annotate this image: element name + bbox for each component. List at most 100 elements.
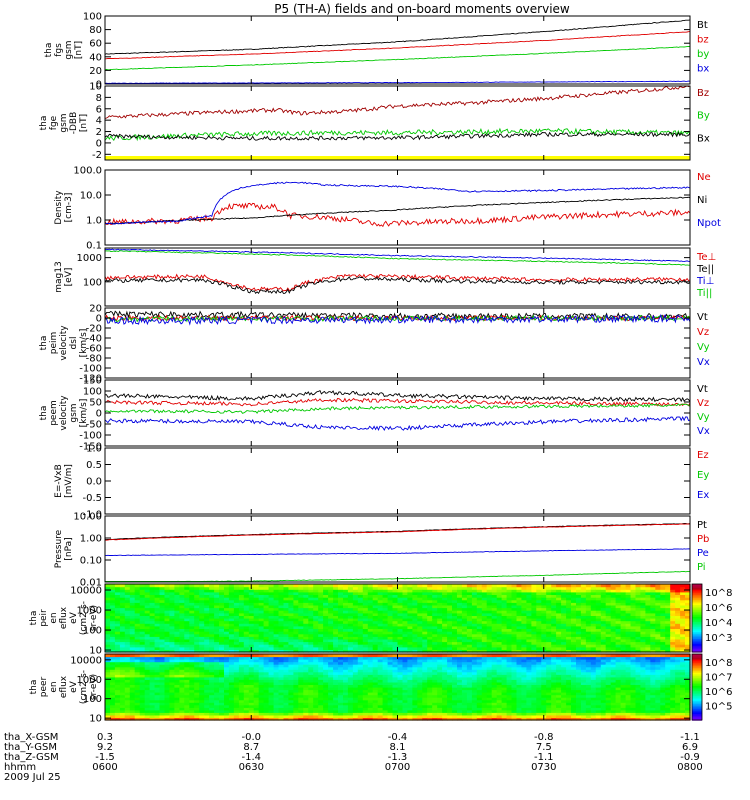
heatmap-cell — [635, 607, 642, 611]
y-tick-label: 1000 — [77, 606, 102, 617]
heatmap-cell — [546, 610, 552, 614]
heatmap-cell — [377, 602, 384, 606]
heatmap-cell — [124, 610, 131, 614]
heatmap-cell — [318, 669, 324, 673]
heatmap-cell — [486, 636, 493, 640]
heatmap-cell — [134, 717, 141, 721]
heatmap-cell — [278, 689, 285, 693]
heatmap-cell — [352, 618, 359, 622]
heatmap-cell — [481, 599, 488, 603]
heatmap-cell — [442, 599, 448, 603]
heatmap-cell — [571, 615, 577, 619]
heatmap-cell — [313, 707, 319, 711]
heatmap-cell — [184, 636, 190, 640]
heatmap-cell — [129, 602, 136, 606]
heatmap-cell — [447, 584, 453, 588]
heatmap-cell — [496, 607, 503, 611]
heatmap-cell — [541, 589, 547, 593]
heatmap-cell — [124, 599, 131, 603]
heatmap-cell — [571, 631, 577, 635]
heatmap-cell — [174, 684, 180, 688]
heatmap-cell — [347, 631, 354, 635]
heatmap-cell — [214, 676, 220, 680]
heatmap-cell — [129, 679, 136, 683]
heatmap-cell — [571, 644, 577, 648]
heatmap-cell — [511, 594, 518, 598]
heatmap-cell — [293, 681, 299, 685]
heatmap-cell — [204, 649, 210, 653]
heatmap-cell — [328, 654, 334, 658]
heatmap-cell — [635, 625, 642, 629]
y-axis-label: [mV/m] — [64, 464, 74, 498]
heatmap-cell — [174, 659, 180, 663]
heatmap-cell — [288, 712, 294, 716]
heatmap-cell — [134, 664, 141, 668]
heatmap-cell — [298, 654, 304, 658]
heatmap-cell — [164, 638, 171, 643]
heatmap-cell — [154, 679, 161, 683]
heatmap-cell — [536, 633, 542, 637]
heatmap-cell — [457, 610, 463, 614]
heatmap-cell — [238, 599, 245, 603]
heatmap-cell — [387, 681, 394, 685]
heatmap-cell — [204, 661, 210, 665]
heatmap-cell — [372, 687, 379, 691]
heatmap-cell — [288, 594, 294, 598]
heatmap-cell — [283, 628, 290, 632]
heatmap-cell — [119, 599, 126, 603]
heatmap-cell — [447, 612, 453, 616]
heatmap-cell — [134, 674, 141, 678]
heatmap-cell — [105, 694, 111, 698]
heatmap-cell — [199, 633, 205, 637]
heatmap-cell — [263, 599, 270, 603]
heatmap-cell — [189, 631, 195, 635]
heatmap-cell — [387, 692, 394, 696]
panel-efield — [104, 447, 691, 515]
heatmap-cell — [461, 625, 468, 629]
heatmap-cell — [179, 681, 185, 685]
heatmap-cell — [219, 676, 225, 680]
heatmap-cell — [228, 659, 235, 663]
heatmap-cell — [595, 607, 602, 611]
heatmap-cell — [526, 631, 532, 635]
heatmap-cell — [660, 612, 666, 616]
heatmap-cell — [670, 631, 676, 635]
heatmap-cell — [362, 594, 369, 598]
heatmap-cell — [457, 597, 463, 601]
heatmap-cell — [169, 671, 175, 675]
heatmap-cell — [283, 676, 290, 680]
heatmap-cell — [110, 604, 116, 609]
heatmap-cell — [680, 649, 686, 653]
heatmap-cell — [675, 610, 681, 614]
heatmap-cell — [124, 674, 131, 678]
heatmap-cell — [506, 615, 513, 619]
heatmap-cell — [303, 697, 309, 701]
y-axis-label: [nT] — [74, 41, 84, 59]
heatmap-cell — [580, 612, 587, 616]
heatmap-cell — [347, 628, 354, 632]
heatmap-cell — [506, 625, 513, 629]
heatmap-cell — [313, 615, 319, 619]
heatmap-cell — [149, 681, 156, 685]
heatmap-cell — [238, 636, 245, 640]
heatmap-cell — [367, 607, 374, 611]
heatmap-cell — [233, 636, 240, 640]
heatmap-cell — [105, 656, 111, 660]
heatmap-cell — [139, 702, 146, 706]
heatmap-cell — [461, 641, 468, 645]
heatmap-cell — [124, 638, 131, 643]
heatmap-cell — [585, 607, 592, 611]
heatmap-cell — [382, 669, 389, 673]
heatmap-cell — [397, 620, 404, 624]
colorbar-cell — [692, 646, 702, 650]
heatmap-cell — [219, 625, 225, 629]
heatmap-cell — [303, 633, 309, 637]
heatmap-cell — [338, 707, 344, 711]
heatmap-cell — [258, 676, 265, 680]
heatmap-cell — [655, 586, 661, 590]
heatmap-cell — [541, 625, 547, 629]
heatmap-cell — [377, 586, 384, 590]
heatmap-cell — [531, 615, 537, 619]
heatmap-cell — [149, 684, 156, 688]
heatmap-cell — [209, 709, 215, 713]
